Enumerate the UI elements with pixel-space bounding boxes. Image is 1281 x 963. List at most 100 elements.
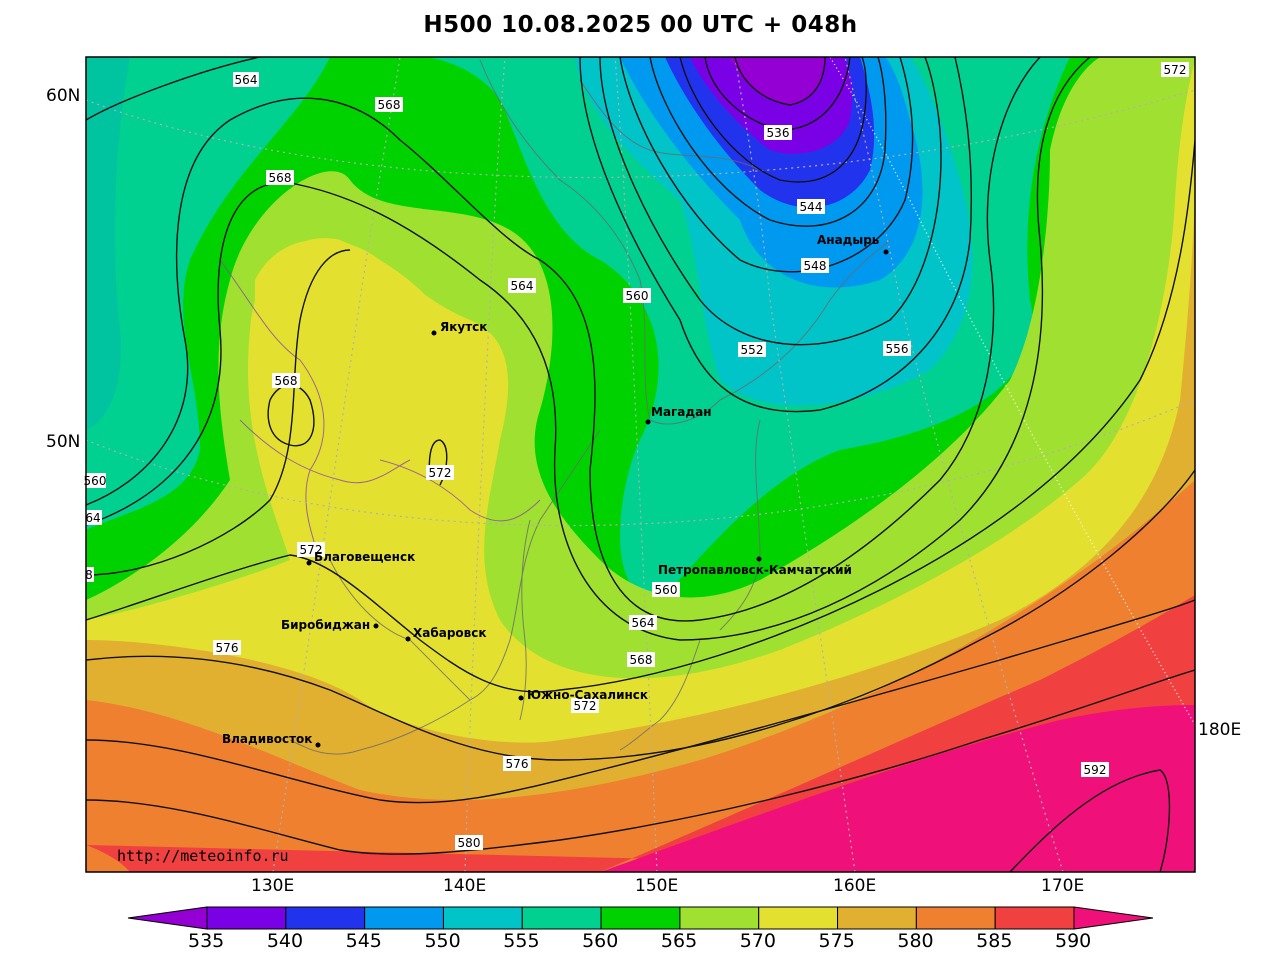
svg-text:564: 564 <box>632 616 655 630</box>
iso-label: 8 <box>85 567 94 582</box>
svg-text:572: 572 <box>574 699 597 713</box>
colorbar-swatch <box>600 906 681 930</box>
field-fill <box>86 57 1195 872</box>
iso-label: 576 <box>503 756 531 771</box>
colorbar-label: 545 <box>345 930 382 952</box>
iso-label: 572 <box>1161 62 1189 77</box>
svg-text:568: 568 <box>269 171 292 185</box>
svg-text:576: 576 <box>506 757 529 771</box>
colorbar-swatch <box>521 906 602 930</box>
colorbar-swatch <box>679 906 760 930</box>
iso-label: 572 <box>571 698 599 713</box>
svg-text:Магадан: Магадан <box>651 405 712 419</box>
band-over-590 <box>600 705 1195 872</box>
iso-label: 564 <box>629 615 657 630</box>
svg-text:560: 560 <box>655 583 678 597</box>
lon-label-130e: 130E <box>251 876 295 896</box>
city-blagoveshchensk: Благовещенск <box>306 550 415 566</box>
iso-label: 568 <box>266 170 294 185</box>
colorbar-swatch <box>837 906 917 930</box>
svg-text:Якутск: Якутск <box>440 320 487 334</box>
svg-text:Благовещенск: Благовещенск <box>314 550 415 564</box>
city-magadan: Магадан <box>645 405 712 425</box>
colorbar-over-triangle <box>1073 906 1154 930</box>
svg-text:Анадырь: Анадырь <box>817 233 880 247</box>
colorbar-label: 540 <box>266 930 304 952</box>
lon-label-140e: 140E <box>443 876 487 896</box>
map-title: H500 10.08.2025 00 UTC + 048h <box>423 12 858 38</box>
colorbar <box>127 906 1154 930</box>
svg-text:564: 564 <box>511 279 534 293</box>
svg-text:560: 560 <box>626 289 649 303</box>
svg-text:Южно-Сахалинск: Южно-Сахалинск <box>527 688 648 702</box>
iso-label: 568 <box>627 652 655 667</box>
svg-text:8: 8 <box>85 568 93 582</box>
iso-label: 536 <box>764 125 792 140</box>
iso-label: 552 <box>738 342 766 357</box>
svg-text:544: 544 <box>800 200 823 214</box>
colorbar-label: 560 <box>582 930 619 952</box>
svg-text:Петропавловск-Камчатский: Петропавловск-Камчатский <box>658 563 852 577</box>
iso-label: 544 <box>797 199 825 214</box>
lat-label-60n: 60N <box>46 86 81 106</box>
credit-url: http://meteoinfo.ru <box>117 847 289 865</box>
lat-label-50n: 50N <box>46 432 81 452</box>
svg-text:536: 536 <box>767 126 790 140</box>
iso-label: 560 <box>652 582 680 597</box>
iso-label: 568 <box>375 97 403 112</box>
isolines <box>86 57 1195 872</box>
colorbar-swatch <box>915 906 996 930</box>
svg-text:572: 572 <box>1164 63 1187 77</box>
iso-label: 568 <box>272 373 300 388</box>
iso-label: 560 <box>623 288 651 303</box>
city-khabarovsk: Хабаровск <box>405 626 487 642</box>
band-under-535 <box>730 57 825 105</box>
city-birobidzhan: Биробиджан <box>281 618 379 632</box>
iso-label: 564 <box>233 72 259 87</box>
svg-text:564: 564 <box>235 73 258 87</box>
svg-text:568: 568 <box>378 98 401 112</box>
svg-text:568: 568 <box>630 653 653 667</box>
colorbar-swatch <box>994 906 1075 930</box>
svg-text:580: 580 <box>458 836 481 850</box>
colorbar-label: 590 <box>1055 930 1092 952</box>
cities: Якутск Магадан Анадырь Петропавловск-Кам… <box>222 233 889 748</box>
svg-text:556: 556 <box>886 342 909 356</box>
lon-label-150e: 150E <box>635 876 679 896</box>
colorbar-swatch <box>206 906 287 930</box>
svg-text:572: 572 <box>300 543 323 557</box>
graticule <box>86 57 1195 872</box>
iso-label: 64 <box>85 510 102 525</box>
iso-label: 572 <box>297 542 325 557</box>
colorbar-swatch <box>758 906 839 930</box>
city-anadyr: Анадырь <box>817 233 889 255</box>
isoline-labels: 564 568 568 564 560 536 544 548 552 556 … <box>84 62 1189 850</box>
svg-text:Биробиджан: Биробиджан <box>281 618 370 632</box>
colorbar-label: 580 <box>897 930 934 952</box>
colorbar-label: 575 <box>818 930 855 952</box>
iso-label: 564 <box>508 278 536 293</box>
iso-label: 548 <box>801 258 829 273</box>
borders <box>219 259 541 561</box>
colorbar-label: 565 <box>660 930 698 952</box>
iso-label: 560 <box>84 473 107 488</box>
svg-text:592: 592 <box>1084 763 1107 777</box>
map-frame <box>85 56 1196 873</box>
svg-text:576: 576 <box>216 641 239 655</box>
svg-text:552: 552 <box>741 343 764 357</box>
colorbar-swatch <box>442 906 523 930</box>
colorbar-label: 570 <box>739 930 776 952</box>
iso-label: 580 <box>455 835 483 850</box>
lon-label-160e: 160E <box>833 876 877 896</box>
lon-label-180e: 180E <box>1198 720 1242 740</box>
svg-text:560: 560 <box>84 474 107 488</box>
colorbar-under-triangle <box>127 906 208 930</box>
svg-text:568: 568 <box>275 374 298 388</box>
svg-text:572: 572 <box>429 466 452 480</box>
svg-text:64: 64 <box>85 511 100 525</box>
colorbar-label: 535 <box>188 930 225 952</box>
colorbar-swatch <box>285 906 366 930</box>
svg-text:Владивосток: Владивосток <box>222 732 312 746</box>
city-yakutsk: Якутск <box>431 320 487 336</box>
